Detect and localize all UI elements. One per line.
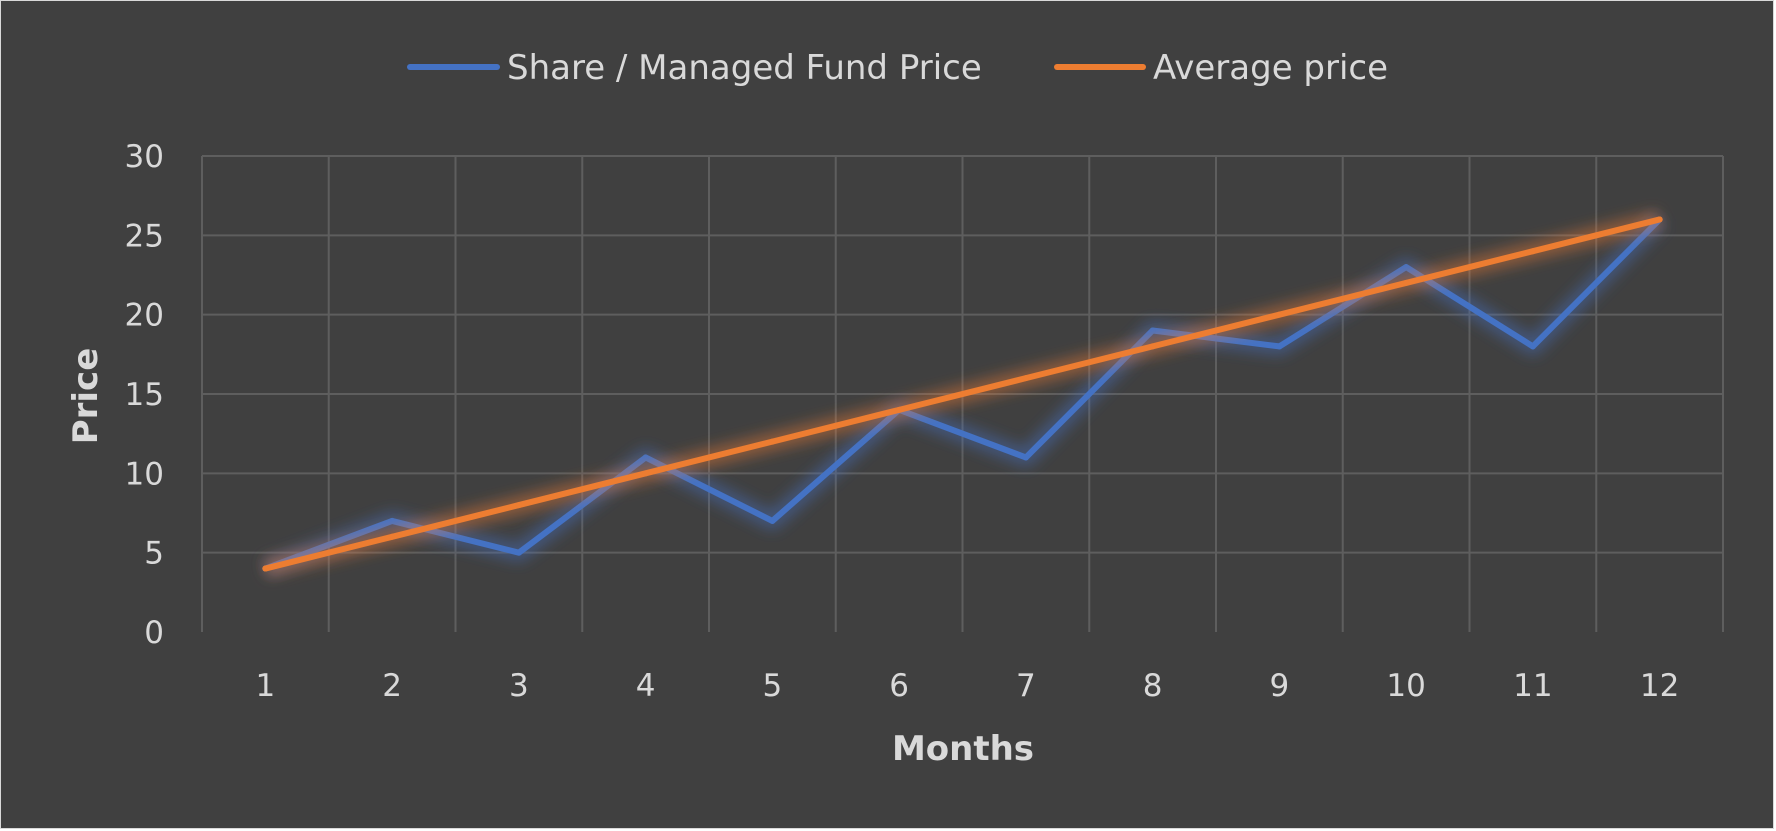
data-point-share-price	[1149, 327, 1156, 334]
x-tick-label: 2	[382, 668, 402, 704]
data-point-share-price	[389, 517, 396, 524]
x-tick-label: 6	[889, 668, 909, 704]
series-layer	[262, 210, 1666, 578]
data-point-average-price	[896, 406, 903, 413]
legend-label-share-price: Share / Managed Fund Price	[507, 48, 982, 88]
x-axis-title: Months	[892, 729, 1034, 769]
data-point-average-price	[515, 502, 522, 509]
data-point-share-price	[642, 454, 649, 461]
x-tick-label: 1	[256, 668, 276, 704]
x-tick-label: 4	[636, 668, 656, 704]
data-point-share-price	[769, 517, 776, 524]
x-tick-label: 11	[1513, 668, 1552, 704]
y-tick-label: 0	[144, 615, 164, 651]
legend-label-average-price: Average price	[1153, 48, 1388, 88]
y-tick-label: 15	[125, 377, 164, 413]
data-point-average-price	[262, 565, 269, 572]
y-tick-label: 20	[125, 298, 164, 334]
x-tick-label: 8	[1143, 668, 1163, 704]
y-tick-label: 10	[125, 456, 164, 492]
x-tick-label: 9	[1270, 668, 1290, 704]
x-tick-label: 12	[1640, 668, 1679, 704]
y-tick-label: 5	[144, 536, 164, 572]
legend: Share / Managed Fund Price Average price	[407, 48, 1388, 88]
y-axis-title: Price	[66, 348, 106, 445]
series-line-average-price	[262, 216, 1663, 572]
data-point-average-price	[1276, 311, 1283, 318]
data-point-share-price	[1529, 343, 1536, 350]
x-tick-label: 3	[509, 668, 529, 704]
data-point-share-price	[1403, 264, 1410, 271]
data-point-share-price	[515, 549, 522, 556]
data-point-average-price	[1403, 279, 1410, 286]
data-point-average-price	[1149, 343, 1156, 350]
x-tick-label: 5	[763, 668, 783, 704]
data-point-average-price	[1529, 248, 1536, 255]
x-tick-label: 7	[1016, 668, 1036, 704]
data-point-average-price	[1022, 375, 1029, 382]
y-tick-label: 25	[125, 218, 164, 254]
data-point-share-price	[1276, 343, 1283, 350]
y-axis-tick-labels: 0 5 10 15 20 25 30	[125, 139, 164, 651]
data-point-average-price	[769, 438, 776, 445]
data-point-average-price	[389, 533, 396, 540]
data-point-share-price	[1022, 454, 1029, 461]
x-axis-tick-labels: 1 2 3 4 5 6 7 8 9 10 11 12	[256, 668, 1680, 704]
x-tick-label: 10	[1386, 668, 1425, 704]
y-tick-label: 30	[125, 139, 164, 175]
data-point-average-price	[642, 470, 649, 477]
data-point-average-price	[1656, 216, 1663, 223]
